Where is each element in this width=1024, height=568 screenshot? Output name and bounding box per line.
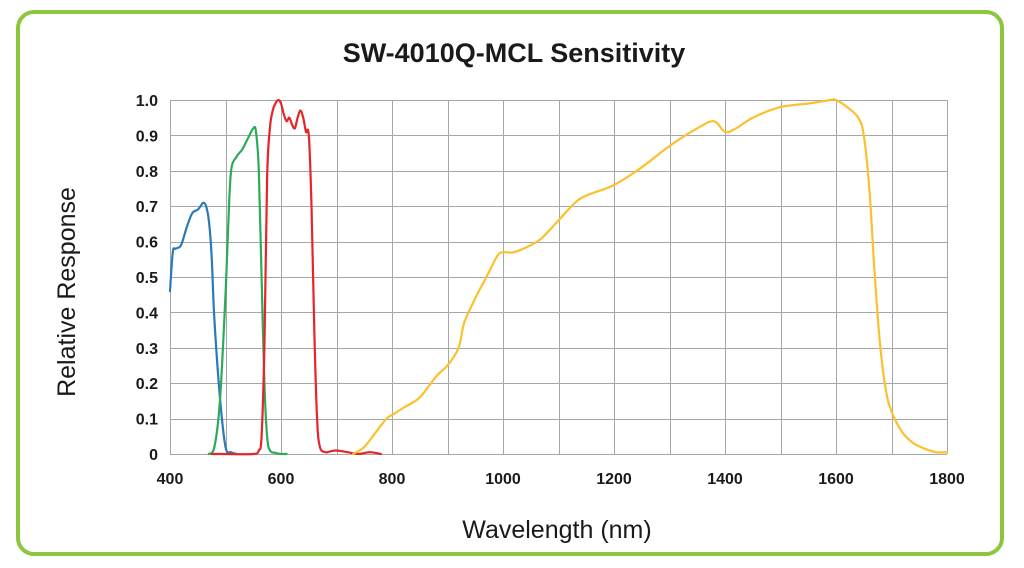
y-tick-label: 0.4 xyxy=(136,305,158,322)
grid-lines xyxy=(170,100,948,455)
y-tick-label: 0 xyxy=(149,447,158,464)
series-blue-line xyxy=(168,201,238,456)
x-tick-label: 1400 xyxy=(707,471,743,488)
x-tick-label: 1600 xyxy=(818,471,854,488)
x-tick-label: 400 xyxy=(157,471,184,488)
chart-title: SW-4010Q-MCL Sensitivity xyxy=(343,38,686,68)
x-axis-label: Wavelength (nm) xyxy=(462,516,651,544)
x-tick-label: 1000 xyxy=(485,471,521,488)
tick-labels: 0 0.1 0.2 0.3 0.4 0.5 0.6 0.7 0.8 0.9 1.0 400 600 800… xyxy=(136,93,965,488)
series-green-line xyxy=(207,125,288,456)
series-red-line xyxy=(210,98,382,456)
y-tick-label: 0.9 xyxy=(136,128,158,145)
y-tick-label: 0.6 xyxy=(136,235,158,252)
y-axis-label: Relative Response xyxy=(53,187,81,397)
x-tick-label: 1200 xyxy=(596,471,632,488)
series-lines xyxy=(168,98,949,456)
x-tick-label: 600 xyxy=(268,471,295,488)
y-tick-label: 0.8 xyxy=(136,164,158,181)
y-tick-label: 0.1 xyxy=(136,412,158,429)
y-tick-label: 0.7 xyxy=(136,199,158,216)
y-tick-label: 0.3 xyxy=(136,341,158,358)
y-tick-label: 0.5 xyxy=(136,270,158,287)
x-tick-label: 1800 xyxy=(929,471,965,488)
y-tick-label: 1.0 xyxy=(136,93,158,110)
y-tick-label: 0.2 xyxy=(136,376,158,393)
series-nir-line xyxy=(352,98,949,456)
x-tick-label: 800 xyxy=(379,471,406,488)
